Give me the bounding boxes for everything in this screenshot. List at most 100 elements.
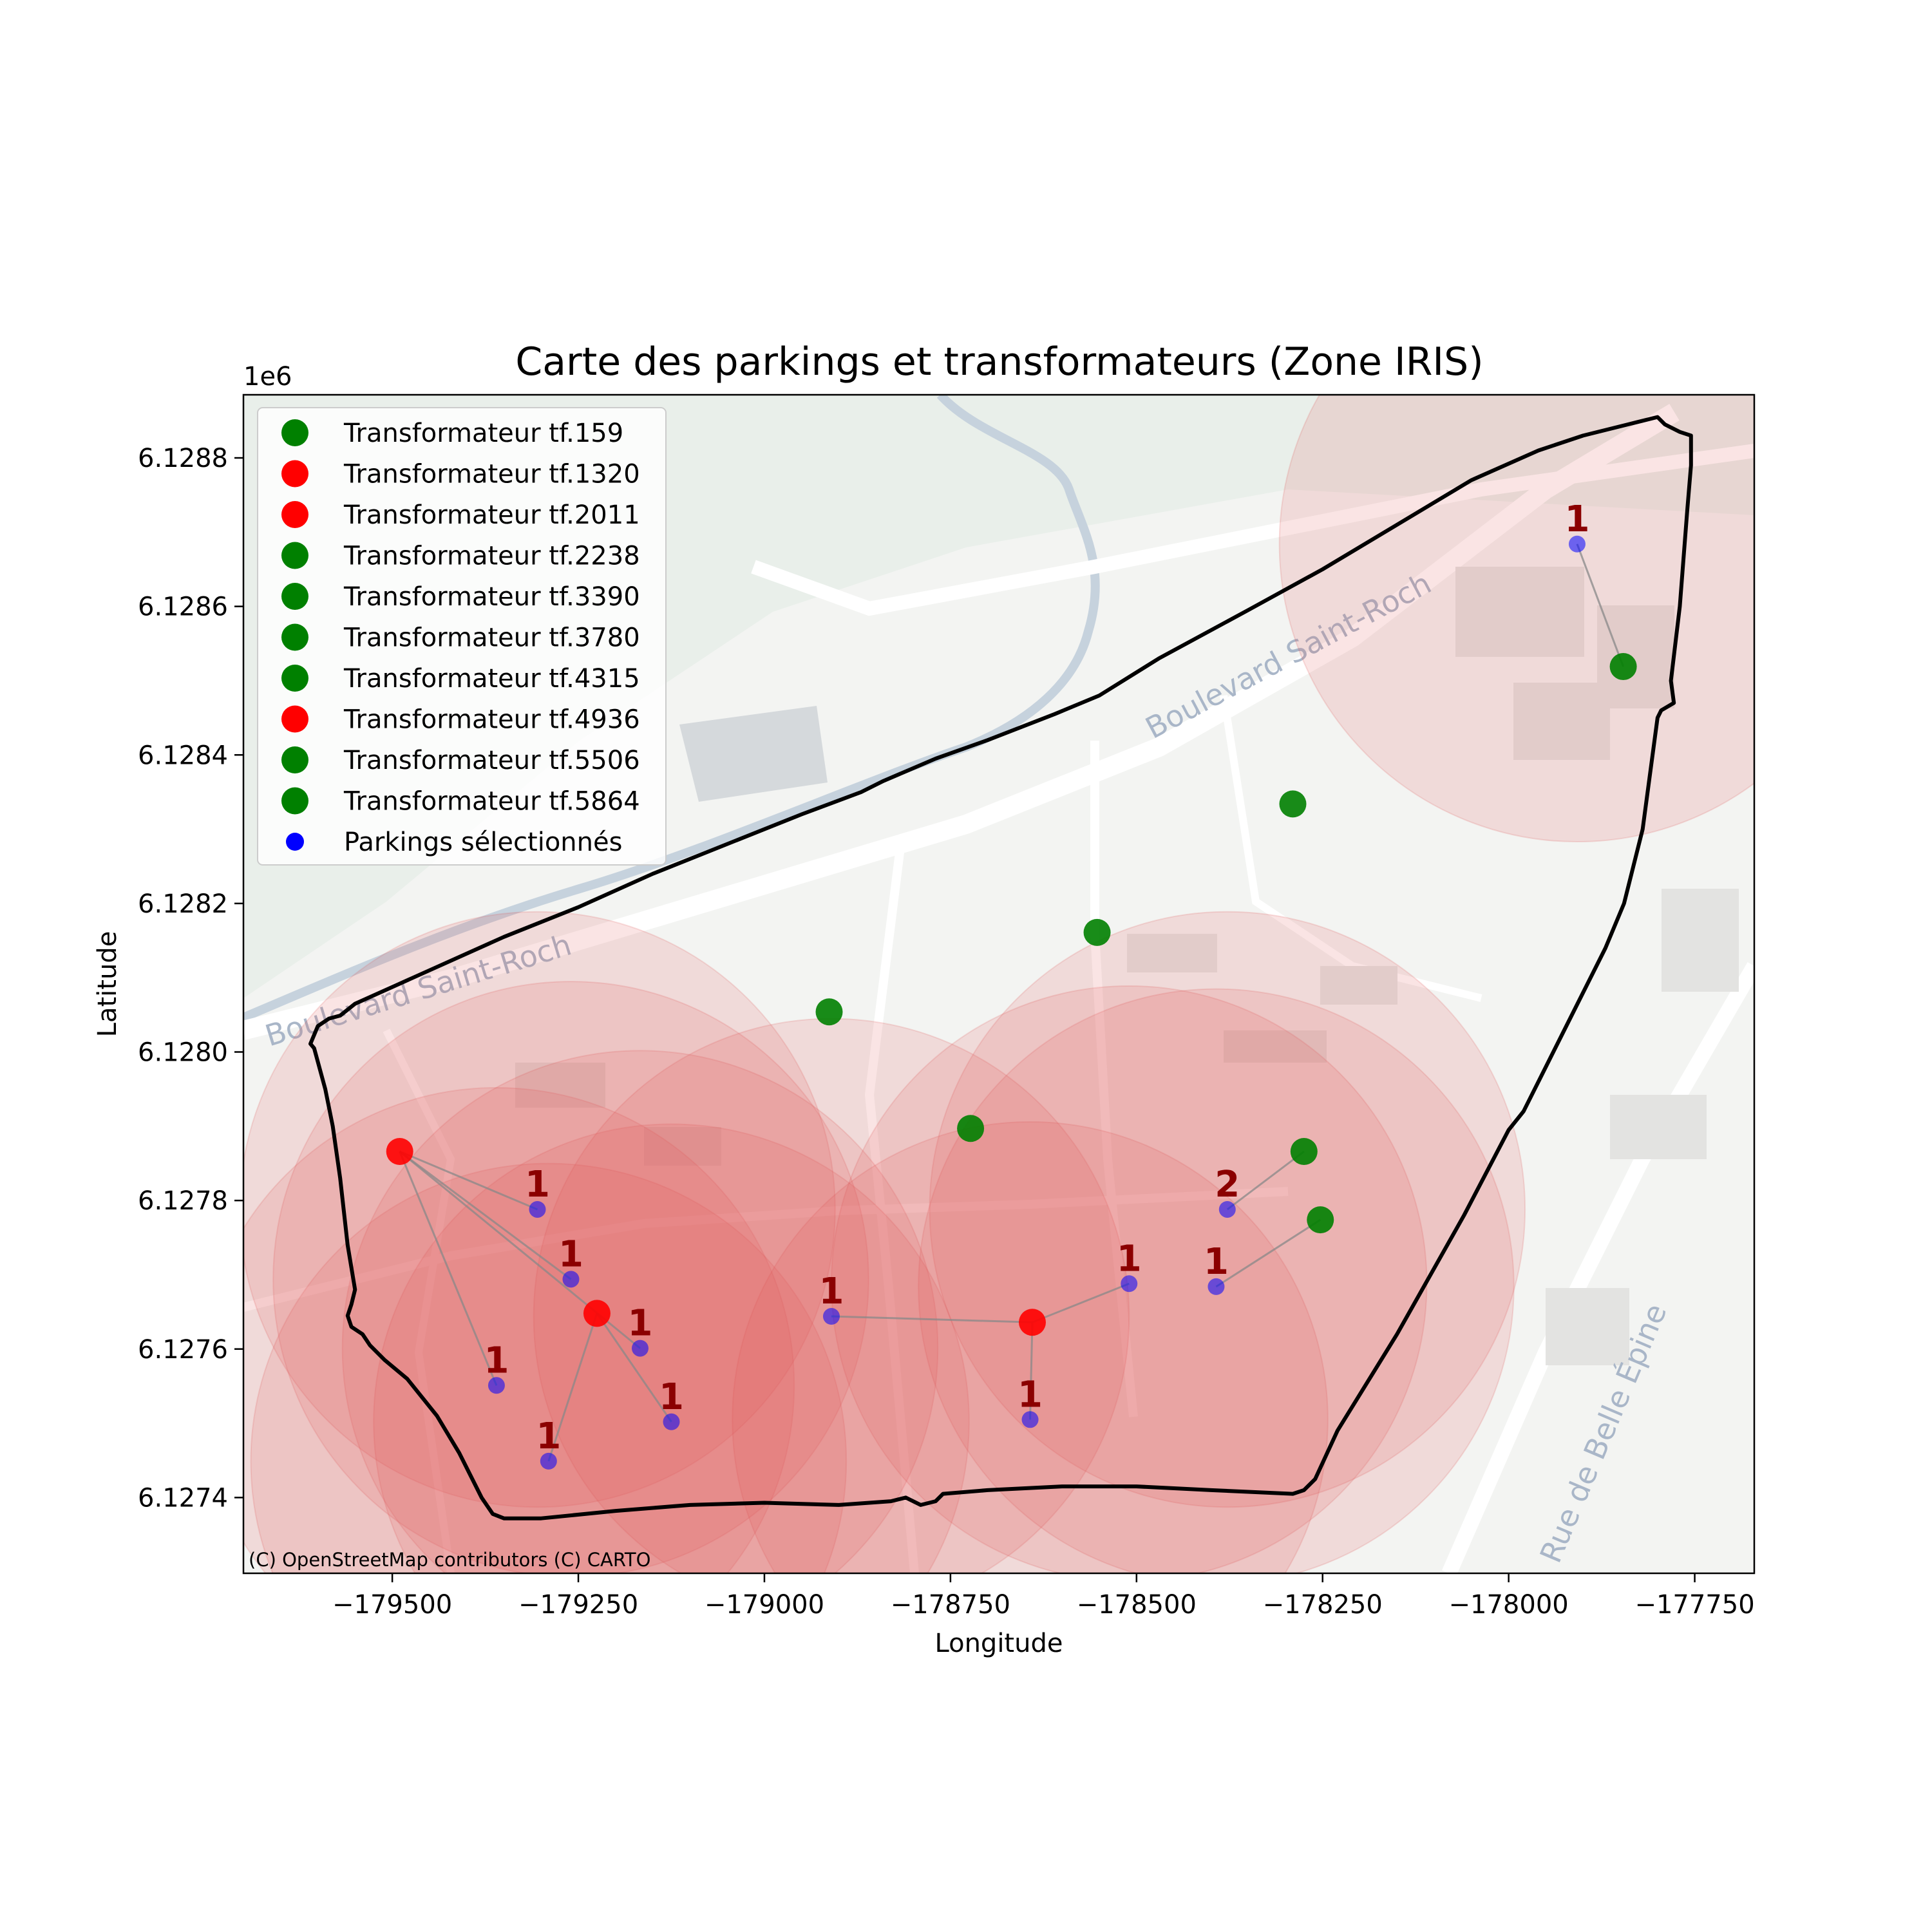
parking-count-label-4: 1 — [484, 1340, 509, 1381]
parking-marker-4 — [488, 1377, 505, 1394]
legend-marker-11 — [286, 833, 304, 851]
y-axis-label: Latitude — [93, 931, 122, 1037]
parking-marker-11 — [1218, 1200, 1236, 1218]
parking-count-label-12: 1 — [1564, 498, 1589, 540]
y-tick-label-6: 6.1284 — [138, 741, 228, 770]
radius-circle-1 — [243, 1087, 795, 1573]
axes-frame — [242, 393, 1756, 1575]
parking-count-label-6: 1 — [659, 1376, 684, 1418]
y-offset-label: 1e6 — [243, 362, 292, 392]
x-tick-label-1: −179500 — [332, 1590, 452, 1620]
legend-frame — [257, 407, 667, 866]
parking-count-label-10: 1 — [1204, 1241, 1229, 1283]
legend: Transformateur tf.159 Transformateur tf.1… — [257, 407, 667, 866]
parking-count-label-2: 1 — [558, 1233, 583, 1275]
transformer-marker-4 — [1290, 1138, 1318, 1166]
parking-marker-5 — [540, 1452, 557, 1470]
basemap-road-south — [243, 1187, 1289, 1312]
x-tick-label-7: −178000 — [1449, 1590, 1569, 1620]
y-tick-label-2: 6.1276 — [138, 1335, 228, 1365]
chart-title: Carte des parkings et transformateurs (Z… — [515, 339, 1483, 384]
y-tick-label-4: 6.1280 — [138, 1038, 228, 1068]
radius-circle-4 — [341, 1050, 939, 1573]
x-tick-label-4: −178750 — [891, 1590, 1010, 1620]
legend-marker-1 — [281, 419, 308, 446]
x-axis-label: Longitude — [935, 1629, 1063, 1658]
radius-circle-5 — [250, 1162, 847, 1573]
iris-boundary — [308, 415, 1693, 1520]
transformer-marker-3 — [583, 1300, 611, 1327]
plot-area: Boulevard Saint-Roch Boulevard Saint-Roc… — [243, 395, 1754, 1573]
legend-label-10: Transformateur tf.5864 — [343, 787, 640, 817]
legend-marker-9 — [281, 746, 308, 773]
y-tick-label-5: 6.1282 — [138, 889, 228, 919]
parking-count-label-11: 2 — [1215, 1164, 1240, 1206]
link-line-11 — [1226, 1150, 1305, 1211]
legend-label-2: Transformateur tf.1320 — [343, 460, 640, 489]
parking-marker-7 — [822, 1308, 840, 1325]
legend-marker-3 — [281, 501, 308, 528]
parking-count-label-1: 1 — [525, 1164, 550, 1206]
parking-marker-9 — [1021, 1411, 1039, 1428]
x-tick-label-2: −179250 — [518, 1590, 638, 1620]
basemap-buildings — [515, 567, 1739, 1365]
link-line-4 — [399, 1151, 498, 1386]
parking-marker-6 — [663, 1413, 680, 1430]
transformer-marker-8 — [1019, 1309, 1046, 1336]
legend-marker-4 — [281, 542, 308, 569]
legend-label-5: Transformateur tf.3390 — [343, 582, 640, 612]
basemap-building-block — [679, 706, 828, 802]
transformer-marker-10 — [1609, 653, 1637, 681]
legend-label-9: Transformateur tf.5506 — [343, 746, 640, 775]
y-tick-label-1: 6.1274 — [138, 1483, 228, 1513]
transformer-marker-9 — [957, 1115, 985, 1142]
legend-marker-6 — [281, 623, 308, 651]
x-axis-ticks: −179500 −179250 −179000 −178750 −178500 −1782… — [332, 1573, 1755, 1620]
transformer-marker-2 — [386, 1138, 413, 1166]
parking-count-label-9: 1 — [1018, 1374, 1043, 1416]
legend-label-4: Transformateur tf.2238 — [343, 542, 640, 571]
radius-circle-6 — [373, 1123, 970, 1573]
legend-label-7: Transformateur tf.4315 — [343, 664, 640, 694]
basemap-road-mid3 — [1220, 695, 1482, 1002]
basemap-road-west — [383, 1028, 455, 1573]
basemap-road-boulevard — [243, 404, 1680, 1040]
map-attribution: (C) OpenStreetMap contributors (C) CARTO — [249, 1549, 650, 1571]
parkings-layer — [488, 535, 1586, 1470]
transformer-marker-7 — [1307, 1206, 1334, 1234]
transformer-marker-1 — [815, 998, 843, 1026]
legend-label-3: Transformateur tf.2011 — [343, 500, 640, 530]
link-line-6 — [596, 1312, 672, 1423]
parking-count-label-3: 1 — [627, 1303, 652, 1345]
link-line-9 — [1029, 1322, 1034, 1420]
y-tick-label-3: 6.1278 — [138, 1186, 228, 1216]
transformer-marker-6 — [1279, 790, 1307, 818]
y-tick-label-7: 6.1286 — [138, 592, 228, 622]
legend-label-1: Transformateur tf.159 — [343, 419, 623, 448]
transformers-layer — [386, 653, 1637, 1336]
parking-marker-2 — [562, 1271, 580, 1288]
legend-marker-10 — [281, 787, 308, 815]
legend-label-11: Parkings sélectionnés — [344, 828, 622, 857]
x-tick-label-8: −177750 — [1634, 1590, 1754, 1620]
x-tick-label-6: −178250 — [1263, 1590, 1383, 1620]
parking-marker-12 — [1568, 535, 1586, 553]
x-tick-label-3: −179000 — [705, 1590, 824, 1620]
x-tick-label-5: −178500 — [1077, 1590, 1197, 1620]
iris-boundary-layer — [308, 415, 1693, 1520]
radius-circle-8 — [732, 1121, 1329, 1573]
link-line-7 — [831, 1315, 1033, 1323]
link-line-10 — [1215, 1218, 1321, 1288]
legend-items: Transformateur tf.159 Transformateur tf.1… — [281, 419, 640, 857]
legend-marker-8 — [281, 705, 308, 733]
link-line-8 — [1032, 1282, 1130, 1323]
basemap-road-mid — [864, 837, 919, 1573]
parking-marker-1 — [529, 1200, 546, 1218]
parking-count-label-5: 1 — [536, 1416, 561, 1457]
parking-marker-8 — [1121, 1275, 1138, 1293]
y-axis-ticks: 6.1274 6.1276 6.1278 6.1280 6.1282 6.1284 6.12… — [138, 444, 243, 1513]
legend-label-8: Transformateur tf.4936 — [343, 705, 640, 735]
legend-label-6: Transformateur tf.3780 — [343, 623, 640, 653]
